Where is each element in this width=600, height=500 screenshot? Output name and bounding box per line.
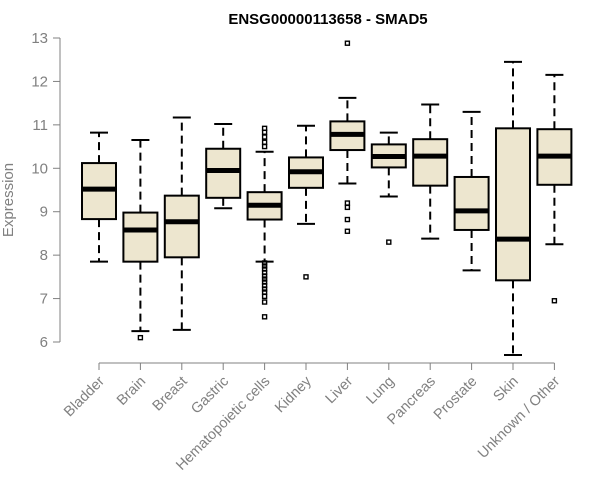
y-tick-label: 9 — [40, 204, 48, 221]
box-group — [163, 116, 200, 331]
box-group — [288, 124, 324, 280]
y-tick-label: 11 — [32, 117, 48, 134]
box-group — [81, 131, 117, 263]
chart-title: ENSG00000113658 - SMAD5 — [228, 11, 427, 28]
outlier-point — [261, 299, 268, 305]
x-tick-label: Brain — [114, 374, 149, 409]
outlier-point — [261, 134, 268, 140]
box-group — [122, 139, 159, 341]
outlier-point — [386, 239, 392, 245]
outlier-point — [261, 139, 268, 145]
outlier-point — [344, 216, 351, 223]
outlier-point — [261, 273, 268, 279]
box — [205, 147, 242, 199]
x-tick-label: Skin — [491, 374, 522, 405]
outlier-point — [551, 298, 558, 304]
box-group — [370, 131, 407, 245]
x-tick-label: Liver — [323, 373, 357, 407]
outlier-point — [137, 334, 144, 341]
box — [495, 127, 531, 282]
y-tick-label: 8 — [40, 247, 48, 264]
box-group — [205, 122, 242, 210]
x-tick-label: Prostate — [431, 374, 480, 423]
y-tick-label: 10 — [31, 160, 48, 177]
outlier-point — [261, 314, 268, 320]
box-group — [246, 125, 283, 320]
outlier-point — [303, 274, 309, 280]
y-axis-title: Expression — [0, 163, 17, 237]
y-axis: 6 7 8 9 10 11 12 13 — [31, 30, 61, 351]
y-tick-label: 7 — [40, 291, 48, 308]
box-group — [453, 110, 490, 272]
plot-area — [81, 40, 573, 357]
outlier-point — [261, 286, 268, 292]
box — [163, 194, 200, 259]
outlier-point — [261, 289, 268, 295]
outlier-point — [261, 263, 268, 269]
outlier-point — [344, 200, 351, 206]
box-group — [412, 103, 449, 240]
outlier-point — [344, 228, 351, 234]
outlier-point — [261, 276, 268, 282]
y-tick-label: 13 — [31, 30, 48, 47]
outlier-point — [261, 143, 268, 150]
outlier-point — [344, 204, 351, 211]
box-group — [495, 60, 531, 357]
outlier-point — [261, 260, 268, 266]
x-tick-label: Bladder — [61, 373, 108, 420]
box-group — [536, 73, 573, 304]
y-tick-label: 6 — [40, 334, 48, 351]
x-tick-label: Lung — [363, 374, 397, 408]
outlier-point — [344, 40, 351, 46]
y-tick-label: 12 — [31, 73, 48, 90]
box — [453, 175, 490, 231]
box — [122, 211, 159, 263]
outlier-point — [261, 129, 268, 135]
x-tick-label: Kidney — [272, 373, 315, 416]
outlier-point — [261, 293, 268, 300]
box-group — [329, 40, 366, 234]
box — [412, 138, 449, 187]
x-tick-label: Breast — [150, 374, 191, 415]
